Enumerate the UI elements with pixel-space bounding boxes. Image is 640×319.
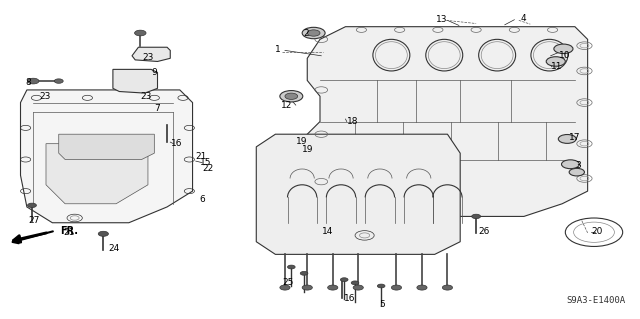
Circle shape <box>300 271 308 275</box>
Text: 2: 2 <box>303 28 309 38</box>
Text: 21: 21 <box>64 228 76 237</box>
Text: 12: 12 <box>280 101 292 110</box>
Circle shape <box>353 285 364 290</box>
Text: 5: 5 <box>380 300 385 309</box>
Text: 9: 9 <box>152 68 157 77</box>
Text: 23: 23 <box>40 92 51 101</box>
Text: 20: 20 <box>591 227 603 236</box>
Circle shape <box>280 91 303 102</box>
Circle shape <box>287 265 295 269</box>
Circle shape <box>569 168 584 176</box>
Text: 15: 15 <box>200 158 212 167</box>
Circle shape <box>134 30 146 36</box>
Text: 27: 27 <box>28 216 40 225</box>
Circle shape <box>328 285 338 290</box>
Text: 19: 19 <box>302 145 314 154</box>
Polygon shape <box>256 134 460 254</box>
Circle shape <box>561 160 579 169</box>
Circle shape <box>143 76 156 82</box>
Polygon shape <box>294 27 588 216</box>
Text: FR.: FR. <box>60 226 78 236</box>
Polygon shape <box>59 134 154 160</box>
Circle shape <box>442 285 452 290</box>
Text: 16: 16 <box>344 294 356 303</box>
Text: 14: 14 <box>322 227 333 236</box>
Text: S9A3-E1400A: S9A3-E1400A <box>567 296 626 305</box>
Text: 11: 11 <box>551 62 563 71</box>
Circle shape <box>378 284 385 288</box>
Text: 19: 19 <box>296 137 307 146</box>
Circle shape <box>302 27 325 39</box>
Text: 25: 25 <box>282 278 293 287</box>
Circle shape <box>472 214 481 219</box>
Circle shape <box>28 78 39 84</box>
Text: 4: 4 <box>521 14 526 23</box>
Text: 7: 7 <box>154 104 160 113</box>
Text: 16: 16 <box>171 139 182 148</box>
Circle shape <box>351 281 359 285</box>
Text: 13: 13 <box>436 15 447 24</box>
Circle shape <box>340 278 348 282</box>
Text: 23: 23 <box>140 92 152 101</box>
Polygon shape <box>46 144 148 204</box>
Circle shape <box>307 30 320 36</box>
Text: 8: 8 <box>25 78 31 86</box>
Polygon shape <box>132 47 170 62</box>
Circle shape <box>554 44 573 54</box>
Polygon shape <box>113 69 157 93</box>
Text: 24: 24 <box>108 243 120 253</box>
Circle shape <box>54 79 63 83</box>
Circle shape <box>28 203 36 208</box>
Circle shape <box>417 285 427 290</box>
Circle shape <box>558 135 576 143</box>
Text: 21: 21 <box>195 152 207 161</box>
Text: 10: 10 <box>559 51 570 60</box>
Text: 23: 23 <box>143 53 154 62</box>
Polygon shape <box>20 90 193 223</box>
Text: 18: 18 <box>347 117 358 126</box>
Circle shape <box>392 285 401 290</box>
Circle shape <box>122 76 135 82</box>
Text: 1: 1 <box>275 45 280 54</box>
Text: 26: 26 <box>478 227 490 236</box>
Text: 6: 6 <box>199 196 205 204</box>
Text: 17: 17 <box>568 133 580 142</box>
Text: 22: 22 <box>203 165 214 174</box>
Circle shape <box>546 57 565 66</box>
Circle shape <box>285 93 298 100</box>
Circle shape <box>280 285 290 290</box>
Circle shape <box>99 231 108 236</box>
Circle shape <box>302 285 312 290</box>
Text: 3: 3 <box>575 161 580 170</box>
